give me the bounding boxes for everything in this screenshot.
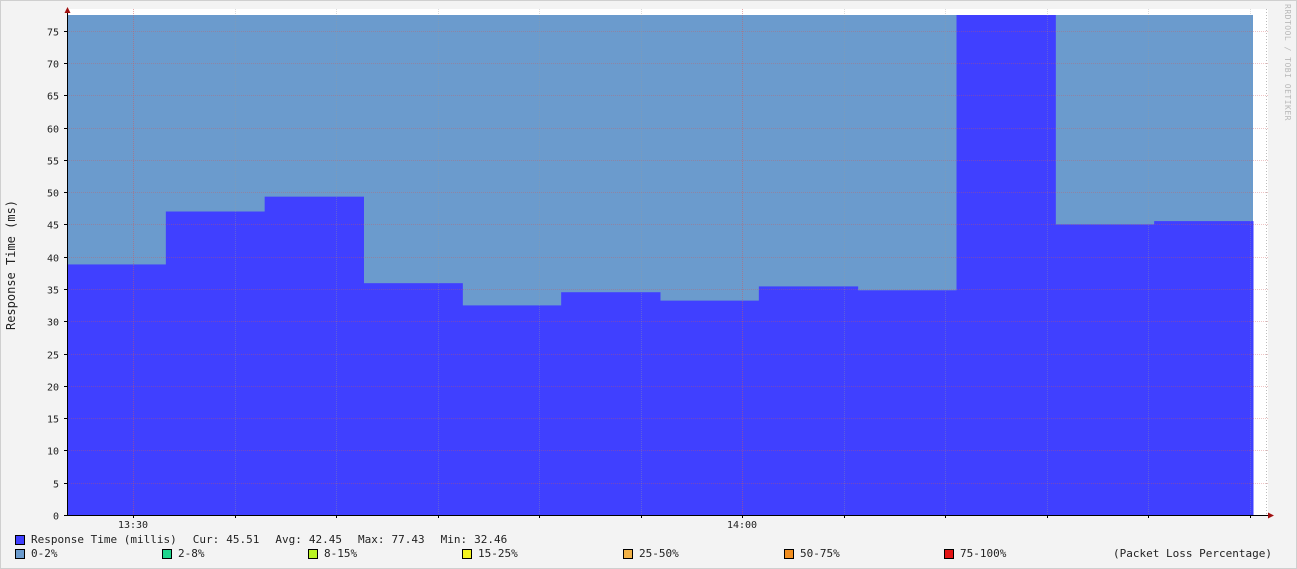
y-tick-label-8: 40 <box>47 254 59 265</box>
grid-lines <box>67 9 1268 515</box>
bar-9 <box>956 15 1056 515</box>
y-axis-arrow <box>64 7 71 13</box>
y-axis-label: Response Time (ms) <box>4 199 18 331</box>
bar-4 <box>462 305 562 515</box>
y-tick-label-3: 15 <box>47 415 59 426</box>
rrdtool-credit: RRDTOOL / TOBI OETIKER <box>1283 4 1292 121</box>
y-tick-label-10: 50 <box>47 189 59 200</box>
bar-3 <box>363 283 463 515</box>
y-tick-label-5: 25 <box>47 351 59 362</box>
x-axis-arrow <box>1268 512 1274 519</box>
y-tick-labels: 0 5 10 15 20 25 30 35 40 45 50 55 60 65 70 75 <box>47 28 59 523</box>
bar-2 <box>264 196 364 515</box>
bar-0 <box>67 264 167 515</box>
response-time-bars <box>67 15 1254 516</box>
y-tick-label-11: 55 <box>47 157 59 168</box>
y-tick-label-7: 35 <box>47 286 59 297</box>
y-tick-label-1: 5 <box>53 480 59 491</box>
y-tick-label-2: 10 <box>47 447 59 458</box>
y-tick-label-6: 30 <box>47 318 59 329</box>
y-tick-label-9: 45 <box>47 221 59 232</box>
bar-1 <box>165 211 266 515</box>
axes <box>64 7 1274 519</box>
x-tick-label-1: 14:00 <box>727 520 757 531</box>
y-tick-label-12: 60 <box>47 125 59 136</box>
x-tick-label-0: 13:30 <box>118 520 148 531</box>
y-tick-label-0: 0 <box>53 512 59 523</box>
x-tick-labels: 13:30 14:00 <box>118 520 757 531</box>
bar-11 <box>1154 221 1254 516</box>
bar-5 <box>561 292 661 515</box>
bar-10 <box>1055 224 1155 515</box>
y-tick-label-4: 20 <box>47 383 59 394</box>
y-tick-label-13: 65 <box>47 92 59 103</box>
bar-6 <box>660 300 760 515</box>
y-tick-label-15: 75 <box>47 28 59 39</box>
bar-7 <box>758 286 859 515</box>
y-tick-label-14: 70 <box>47 60 59 71</box>
bar-8 <box>857 290 957 515</box>
